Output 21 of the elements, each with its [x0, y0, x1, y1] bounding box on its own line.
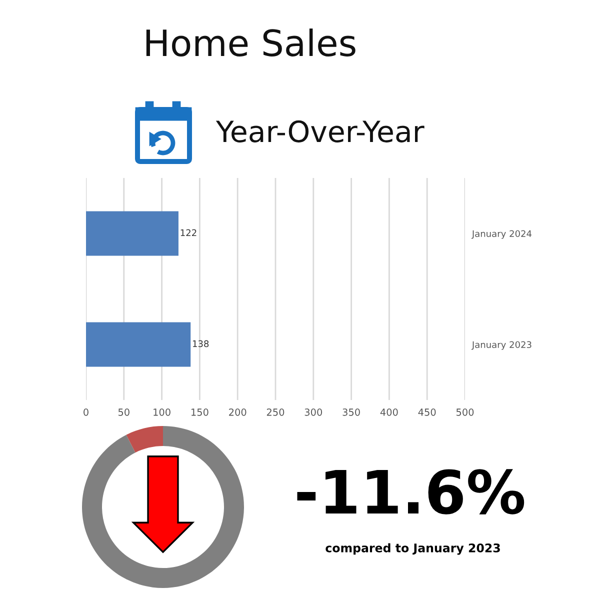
- x-tick-label: 200: [229, 408, 246, 416]
- text: compared to January 2023: [326, 543, 500, 555]
- y-tick-label: January 2024: [471, 230, 532, 239]
- x-tick-label: 100: [154, 408, 170, 416]
- x-tick-label: 450: [418, 408, 436, 416]
- x-tick-label: 400: [380, 408, 398, 416]
- data-label: 122: [180, 229, 196, 236]
- y-tick-label: January 2023: [471, 341, 532, 350]
- data-label: 138: [192, 340, 209, 348]
- x-tick-label: 0: [84, 408, 88, 416]
- chart-subtitle: Year-Over-Year: [216, 120, 424, 142]
- x-tick-label: 250: [266, 408, 284, 416]
- x-tick-label: 150: [191, 408, 208, 416]
- x-tick-label: 350: [342, 408, 360, 416]
- donut-slice: [126, 426, 163, 453]
- x-tick-label: 50: [118, 408, 130, 416]
- text: -11.6%: [297, 469, 524, 514]
- x-tick-label: 300: [304, 408, 322, 416]
- chart-title: Home Sales: [146, 28, 356, 56]
- donut-slice: [82, 426, 244, 588]
- x-tick-label: 500: [456, 408, 474, 416]
